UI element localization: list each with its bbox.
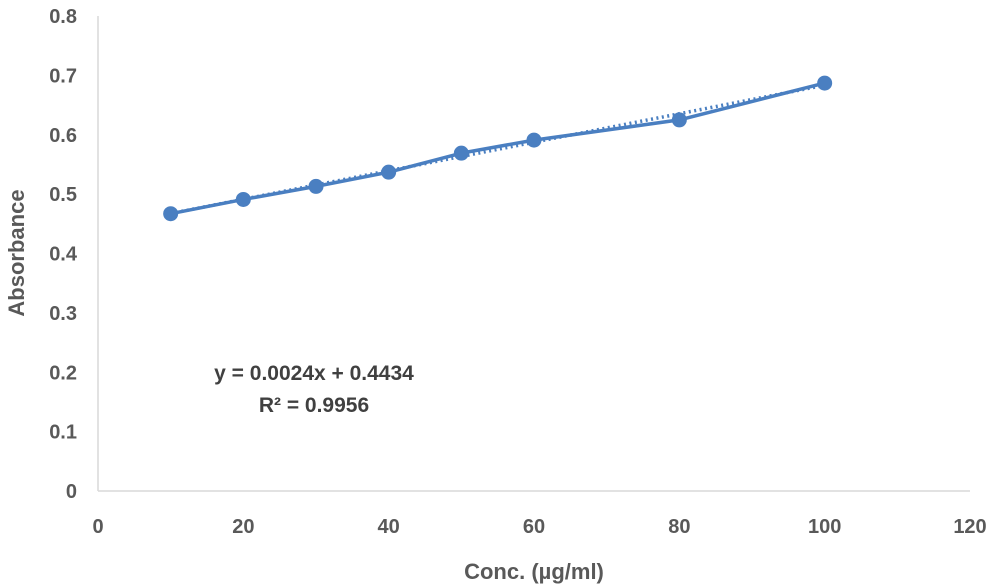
axes <box>97 16 970 492</box>
x-tick-label: 0 <box>92 516 103 538</box>
x-tick-label: 100 <box>808 516 841 538</box>
y-tick-label: 0.3 <box>49 303 77 325</box>
y-tick-label: 0.8 <box>49 6 77 28</box>
data-point <box>381 164 397 180</box>
series-line <box>170 81 826 216</box>
r-squared-label: R² = 0.9956 <box>259 394 369 417</box>
y-axis-title: Absorbance <box>4 189 29 316</box>
data-point <box>163 206 179 222</box>
y-tick-label: 0.4 <box>49 244 78 266</box>
x-tick-label: 20 <box>232 516 254 538</box>
x-tick-label: 40 <box>378 516 400 538</box>
x-tick-label: 60 <box>523 516 545 538</box>
y-tick-label: 0.6 <box>49 125 77 147</box>
data-point <box>526 132 542 148</box>
data-point <box>453 145 469 161</box>
x-axis-title: Conc. (µg/ml) <box>464 559 604 584</box>
data-point <box>235 191 251 207</box>
y-tick-label: 0.5 <box>49 184 77 206</box>
series-group <box>163 75 833 222</box>
x-tick-label: 120 <box>953 516 986 538</box>
y-tick-labels: 0 0.1 0.2 0.3 0.4 0.5 0.6 0.7 0.8 <box>49 6 78 503</box>
y-tick-label: 0.7 <box>49 65 77 87</box>
x-tick-label: 80 <box>668 516 690 538</box>
y-tick-label: 0.1 <box>49 422 77 444</box>
y-tick-label: 0.2 <box>49 362 77 384</box>
data-point <box>671 112 687 128</box>
data-point <box>308 178 324 194</box>
y-tick-label: 0 <box>66 481 77 503</box>
data-point <box>817 75 833 91</box>
x-tick-labels: 0 20 40 60 80 100 120 <box>92 516 986 538</box>
trend-equation: y = 0.0024x + 0.4434 <box>214 362 414 385</box>
